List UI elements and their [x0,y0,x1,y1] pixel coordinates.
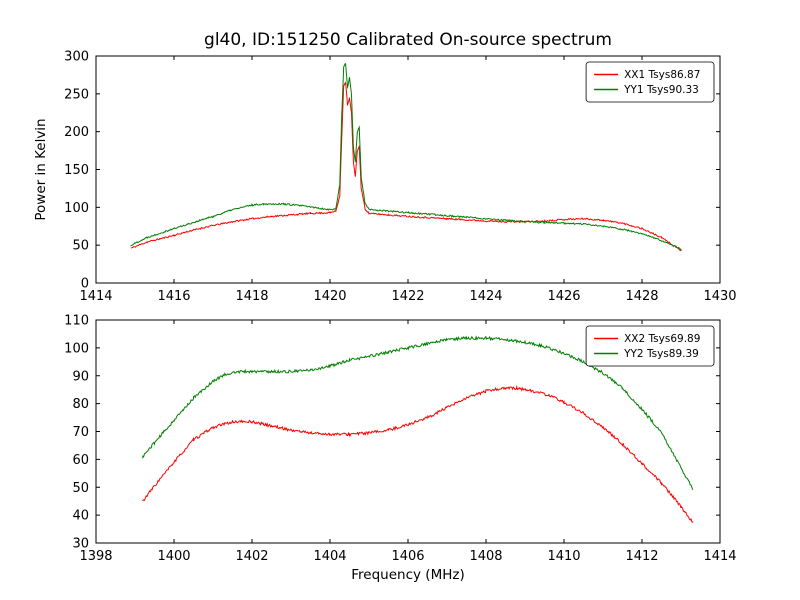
figure-title: gl40, ID:151250 Calibrated On-source spe… [204,30,612,50]
legend: XX1 Tsys86.87 YY1 Tsys90.33 [585,61,715,103]
x-tick-label: 1402 [235,549,268,564]
y-tick-label: 100 [64,201,89,216]
y-tick-label: 100 [64,341,89,356]
y-tick-label: 50 [72,239,89,254]
x-tick-label: 1416 [157,289,190,304]
bottom-plot: 1398 1400 1402 1404 1406 1408 1410 1412 1414 30 40… [64,314,736,565]
y-tick-label: 50 [72,481,89,496]
legend-label: XX1 Tsys86.87 [624,69,700,81]
x-tick-label: 1422 [391,289,424,304]
x-tick-label: 1418 [235,289,268,304]
series-line-yy2 [142,335,694,490]
x-tick-label: 1412 [625,549,658,564]
legend-label: YY1 Tsys90.33 [623,84,699,96]
y-tick-label: 90 [72,369,89,384]
x-tick-label: 1410 [547,549,580,564]
x-tick-label: 1420 [313,289,346,304]
y-tick-label: 200 [64,125,89,140]
top-y-axis-label: Power in Kelvin [33,118,49,220]
x-tick-label: 1414 [703,549,736,564]
x-tick-label: 1404 [313,549,346,564]
x-tick-label: 1424 [469,289,502,304]
legend-box [585,325,715,367]
y-tick-label: 0 [81,277,89,292]
legend-label: YY2 Tsys89.39 [623,348,699,360]
y-tick-label: 150 [64,163,89,178]
x-tick-label: 1408 [469,549,502,564]
y-tick-label: 250 [64,87,89,102]
x-tick-label: 1406 [391,549,424,564]
bottom-x-axis-label: Frequency (MHz) [351,567,464,583]
y-tick-label: 80 [72,397,89,412]
legend: XX2 Tsys69.89 YY2 Tsys89.39 [585,325,715,367]
y-tick-label: 60 [72,453,89,468]
series-line-yy1 [130,63,682,251]
x-tick-label: 1398 [79,549,112,564]
y-tick-label: 110 [64,314,89,329]
y-tick-label: 300 [64,50,89,65]
x-tick-label: 1400 [157,549,190,564]
y-tick-label: 70 [72,425,89,440]
y-tick-label: 40 [72,509,89,524]
y-tick-label: 30 [72,537,89,552]
top-plot: 1414 1416 1418 1420 1422 1424 1426 1428 1430 0 50 1… [64,50,736,305]
legend-box [585,61,715,103]
series-line-xx2 [142,385,694,523]
x-tick-label: 1426 [547,289,580,304]
series-line-xx1 [130,81,682,252]
x-tick-label: 1428 [625,289,658,304]
x-tick-label: 1414 [79,289,112,304]
legend-label: XX2 Tsys69.89 [624,333,700,345]
x-tick-label: 1430 [703,289,736,304]
